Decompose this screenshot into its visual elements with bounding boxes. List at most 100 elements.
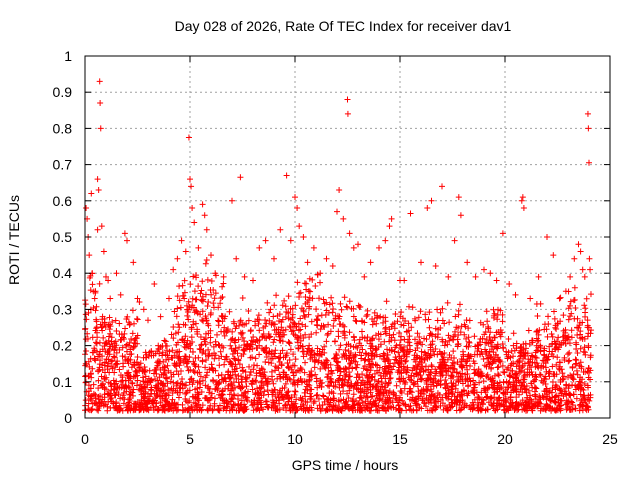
data-point	[573, 395, 580, 402]
data-point	[237, 385, 244, 392]
data-point	[417, 375, 424, 382]
data-point	[308, 393, 315, 400]
data-point	[195, 283, 202, 290]
data-point	[82, 372, 89, 379]
data-point	[270, 399, 277, 406]
data-point	[111, 369, 118, 376]
data-point	[174, 305, 181, 312]
data-point	[475, 366, 482, 373]
data-point	[87, 385, 94, 392]
data-point	[364, 379, 371, 386]
data-point	[397, 345, 404, 352]
data-point	[172, 387, 179, 394]
data-point	[199, 402, 206, 409]
data-point	[449, 383, 456, 390]
data-point	[208, 252, 214, 259]
data-point	[97, 357, 104, 364]
data-point	[91, 295, 98, 302]
data-point	[428, 388, 435, 395]
data-point	[364, 334, 371, 341]
data-point	[202, 335, 209, 342]
data-point	[132, 340, 139, 347]
data-point	[111, 346, 118, 353]
data-point	[569, 382, 576, 389]
data-point	[126, 375, 133, 382]
data-point	[387, 369, 394, 376]
data-point	[243, 396, 250, 403]
data-point	[336, 346, 343, 353]
data-point	[341, 294, 348, 301]
data-point	[413, 371, 420, 378]
data-point	[490, 377, 497, 384]
data-point	[479, 335, 486, 342]
data-point	[324, 382, 331, 389]
data-point	[297, 394, 304, 401]
data-point	[552, 324, 559, 331]
x-axis-label: GPS time / hours	[292, 457, 399, 473]
data-point	[410, 407, 417, 414]
data-point	[295, 327, 302, 334]
data-point	[163, 401, 170, 408]
data-point	[100, 334, 107, 341]
data-point	[443, 390, 450, 397]
data-point	[585, 330, 592, 337]
data-point	[539, 393, 546, 400]
data-point	[382, 375, 389, 382]
data-point	[211, 395, 218, 402]
data-point	[451, 237, 458, 244]
data-point	[374, 407, 381, 414]
data-point	[568, 327, 575, 334]
data-point	[368, 336, 375, 343]
data-point	[293, 369, 300, 376]
data-point	[225, 385, 232, 392]
data-point	[160, 380, 167, 387]
data-point	[543, 386, 550, 393]
data-point	[164, 362, 171, 369]
data-point	[584, 110, 591, 117]
data-point	[356, 400, 363, 407]
data-point	[177, 304, 184, 311]
data-point	[182, 390, 189, 397]
data-point	[567, 313, 574, 320]
data-point	[302, 386, 309, 393]
data-point	[408, 324, 415, 331]
data-point	[320, 393, 327, 400]
data-point	[119, 344, 126, 351]
data-point	[554, 407, 561, 414]
data-point	[455, 194, 462, 201]
data-point	[188, 375, 195, 382]
data-point	[284, 360, 291, 367]
y-tick-label: 0.2	[53, 338, 73, 354]
x-tick-label: 15	[392, 431, 408, 447]
data-point	[233, 365, 240, 372]
data-point	[577, 328, 584, 335]
data-point	[494, 306, 501, 313]
data-point	[375, 336, 382, 343]
data-point	[287, 346, 294, 353]
data-point	[176, 297, 183, 304]
data-point	[246, 363, 253, 370]
data-point	[221, 361, 228, 368]
data-point	[227, 398, 234, 405]
data-point	[335, 315, 342, 322]
data-point	[359, 346, 366, 353]
data-point	[286, 356, 293, 363]
data-point	[291, 388, 298, 395]
data-point	[173, 313, 180, 320]
data-point	[189, 339, 196, 345]
data-point	[101, 384, 108, 391]
data-point	[573, 367, 580, 374]
data-point	[190, 273, 197, 280]
data-point	[476, 395, 483, 402]
data-point	[108, 387, 115, 394]
data-point	[134, 316, 141, 323]
data-point	[372, 347, 379, 354]
data-point	[540, 363, 547, 370]
data-point	[142, 354, 149, 361]
data-point	[556, 365, 563, 372]
data-point	[559, 370, 566, 377]
data-point	[425, 371, 432, 378]
data-point	[290, 376, 297, 383]
data-point	[350, 391, 357, 398]
data-point	[548, 331, 555, 338]
